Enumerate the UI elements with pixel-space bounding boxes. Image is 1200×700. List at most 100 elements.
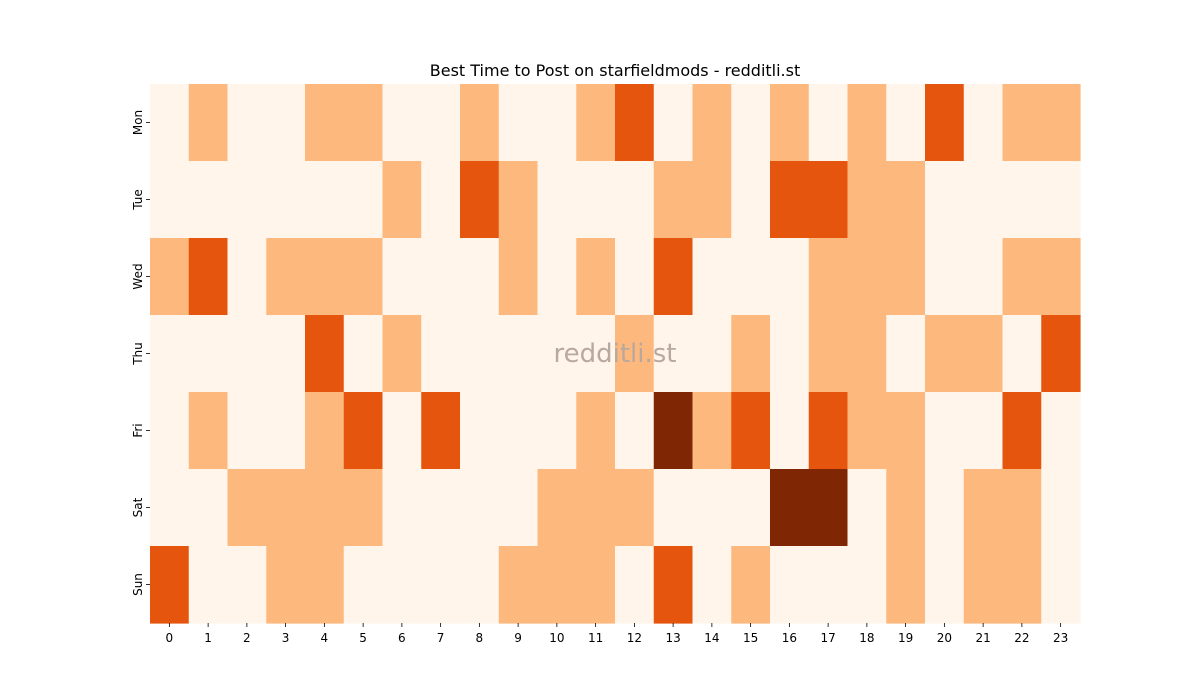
heatmap-cell-sun-22 (1002, 546, 1042, 624)
heatmap-cell-fri-0 (150, 392, 190, 470)
heatmap-cell-wed-1 (188, 238, 229, 316)
heatmap-cell-tue-14 (692, 161, 732, 239)
heatmap-cell-fri-15 (731, 392, 771, 470)
heatmap-cell-fri-7 (421, 392, 461, 470)
y-tick-label: Thu (131, 342, 145, 366)
heatmap-cell-mon-17 (808, 84, 849, 162)
heatmap-cell-mon-11 (576, 84, 616, 162)
heatmap-cell-mon-0 (150, 84, 190, 162)
heatmap-cell-sun-6 (382, 546, 422, 624)
heatmap-cell-sun-23 (1041, 546, 1081, 624)
x-tick-label: 6 (398, 631, 406, 645)
heatmap-cell-fri-19 (886, 392, 926, 470)
heatmap-cell-sun-20 (925, 546, 965, 624)
heatmap-cell-mon-9 (498, 84, 539, 162)
x-tick-label: 21 (975, 631, 990, 645)
heatmap-cell-sun-17 (808, 546, 849, 624)
heatmap-cell-thu-8 (460, 315, 500, 393)
heatmap-cell-mon-16 (770, 84, 810, 162)
heatmap-cell-thu-16 (770, 315, 810, 393)
heatmap-cell-thu-11 (576, 315, 616, 393)
heatmap-cell-thu-1 (188, 315, 229, 393)
heatmap-cell-thu-15 (731, 315, 771, 393)
x-tick-label: 13 (665, 631, 680, 645)
heatmap-cell-thu-19 (886, 315, 926, 393)
heatmap-cell-wed-16 (770, 238, 810, 316)
heatmap-cell-mon-15 (731, 84, 771, 162)
x-tick-label: 7 (437, 631, 445, 645)
heatmap-cell-sat-21 (963, 469, 1004, 547)
heatmap-cell-thu-6 (382, 315, 422, 393)
heatmap-cell-fri-10 (537, 392, 577, 470)
heatmap-cell-tue-21 (963, 161, 1004, 239)
heatmap-cell-mon-13 (653, 84, 694, 162)
x-tick-label: 17 (820, 631, 835, 645)
heatmap-cell-thu-12 (615, 315, 655, 393)
heatmap-cell-sun-10 (537, 546, 577, 624)
heatmap-cell-thu-2 (227, 315, 267, 393)
heatmap-cell-tue-6 (382, 161, 422, 239)
heatmap-cell-thu-5 (343, 315, 384, 393)
heatmap-cell-tue-0 (150, 161, 190, 239)
heatmap-cell-thu-21 (963, 315, 1004, 393)
heatmap-cell-fri-16 (770, 392, 810, 470)
watermark: redditli.st (554, 339, 677, 369)
heatmap-cell-thu-4 (305, 315, 345, 393)
heatmap-cell-wed-14 (692, 238, 732, 316)
heatmap-cell-sun-2 (227, 546, 267, 624)
y-tick-label: Tue (131, 189, 145, 211)
heatmap-cell-sat-14 (692, 469, 732, 547)
heatmap-cell-wed-11 (576, 238, 616, 316)
heatmap-cell-sun-13 (653, 546, 694, 624)
heatmap-cell-sat-15 (731, 469, 771, 547)
heatmap-cell-sat-20 (925, 469, 965, 547)
heatmap-cell-sat-22 (1002, 469, 1042, 547)
x-tick-label: 0 (166, 631, 174, 645)
heatmap-cell-sat-10 (537, 469, 577, 547)
heatmap-cell-tue-19 (886, 161, 926, 239)
x-tick-label: 10 (549, 631, 564, 645)
heatmap-cell-fri-2 (227, 392, 267, 470)
heatmap-cell-tue-4 (305, 161, 345, 239)
heatmap-cell-thu-22 (1002, 315, 1042, 393)
heatmap-cell-sat-18 (847, 469, 887, 547)
heatmap-cell-sun-3 (266, 546, 306, 624)
heatmap-cell-sat-17 (808, 469, 849, 547)
heatmap-cell-wed-9 (498, 238, 539, 316)
heatmap-cell-wed-21 (963, 238, 1004, 316)
heatmap-cell-fri-20 (925, 392, 965, 470)
heatmap-cell-tue-3 (266, 161, 306, 239)
heatmap-cell-mon-23 (1041, 84, 1081, 162)
chart-title: Best Time to Post on starfieldmods - red… (430, 61, 801, 80)
heatmap-cell-tue-9 (498, 161, 539, 239)
heatmap-cell-thu-3 (266, 315, 306, 393)
x-tick-label: 15 (743, 631, 758, 645)
x-tick-label: 12 (627, 631, 642, 645)
heatmap-cell-thu-0 (150, 315, 190, 393)
heatmap-cell-sat-1 (188, 469, 229, 547)
heatmap-cell-wed-5 (343, 238, 384, 316)
heatmap-cell-sun-12 (615, 546, 655, 624)
heatmap-cell-fri-8 (460, 392, 500, 470)
heatmap-cell-sun-21 (963, 546, 1004, 624)
heatmap-cell-wed-3 (266, 238, 306, 316)
heatmap-cell-wed-2 (227, 238, 267, 316)
heatmap-cell-wed-10 (537, 238, 577, 316)
heatmap-cell-wed-8 (460, 238, 500, 316)
heatmap-cell-sun-5 (343, 546, 384, 624)
heatmap-cell-sun-4 (305, 546, 345, 624)
heatmap-cell-sat-12 (615, 469, 655, 547)
heatmap-cell-fri-22 (1002, 392, 1042, 470)
heatmap-cell-tue-22 (1002, 161, 1042, 239)
heatmap-cell-wed-15 (731, 238, 771, 316)
heatmap-cell-mon-21 (963, 84, 1004, 162)
heatmap-cell-sat-6 (382, 469, 422, 547)
heatmap-cell-sun-8 (460, 546, 500, 624)
heatmap-cell-fri-13 (653, 392, 694, 470)
heatmap-cell-sat-16 (770, 469, 810, 547)
heatmap-cell-wed-4 (305, 238, 345, 316)
heatmap-cell-sat-9 (498, 469, 539, 547)
heatmap-cell-fri-18 (847, 392, 887, 470)
heatmap-cell-wed-13 (653, 238, 694, 316)
